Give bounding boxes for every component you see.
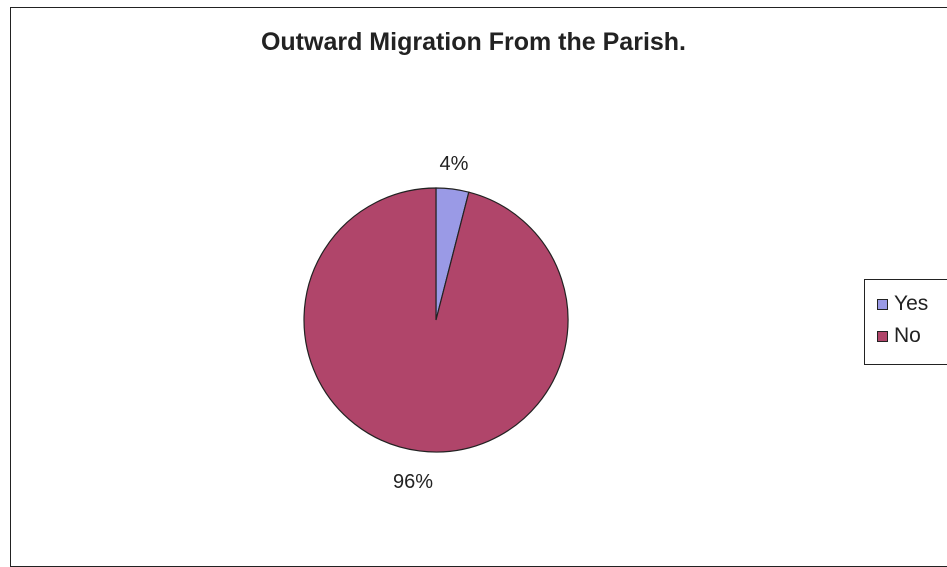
legend-item-no: No bbox=[865, 320, 947, 352]
pie-slice-no bbox=[303, 187, 569, 453]
legend: Yes No bbox=[864, 279, 947, 365]
chart-title: Outward Migration From the Parish. bbox=[260, 28, 687, 56]
data-label-no: 96% bbox=[393, 471, 433, 493]
legend-item-yes: Yes bbox=[865, 288, 947, 320]
data-label-yes: 4% bbox=[440, 153, 469, 175]
legend-swatch-yes bbox=[877, 298, 888, 310]
legend-label-yes: Yes bbox=[894, 292, 929, 315]
legend-swatch-no bbox=[877, 330, 888, 342]
legend-label-no: No bbox=[894, 324, 921, 347]
pie-chart: 4% 96% bbox=[303, 153, 569, 493]
